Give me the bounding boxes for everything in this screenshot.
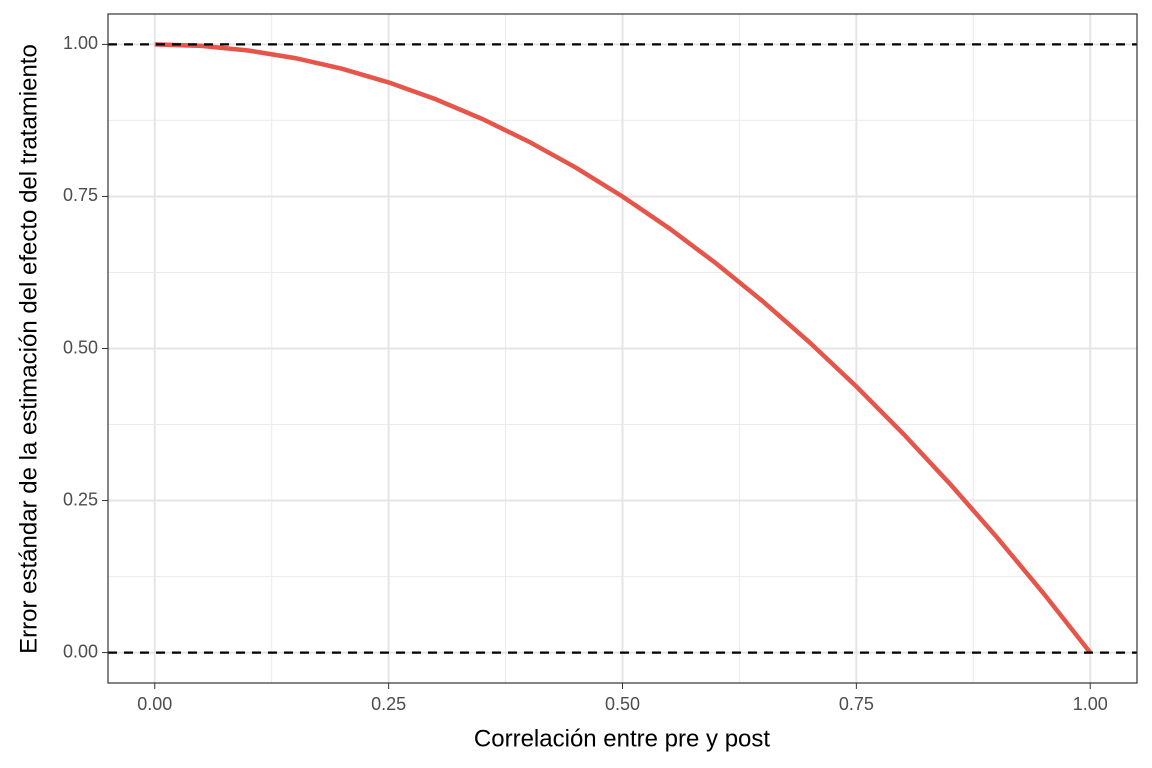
line [154, 42, 1092, 654]
y-tick-label: 1.00 [63, 33, 98, 53]
x-tick-label: 0.50 [605, 694, 640, 714]
y-tick-label: 0.00 [63, 641, 98, 661]
x-tick-label: 0.00 [137, 694, 172, 714]
x-tick-label: 0.75 [839, 694, 874, 714]
panel-border [107, 13, 1138, 684]
y-tick-label: 0.50 [63, 337, 98, 357]
y-tick-label: 0.25 [63, 489, 98, 509]
x-tick-label: 1.00 [1073, 694, 1108, 714]
y-axis-title: Error estándar de la estimación del efec… [15, 44, 42, 654]
y-tick-label: 0.75 [63, 185, 98, 205]
x-axis-title: Correlación entre pre y post [474, 725, 770, 752]
x-tick-label: 0.25 [371, 694, 406, 714]
